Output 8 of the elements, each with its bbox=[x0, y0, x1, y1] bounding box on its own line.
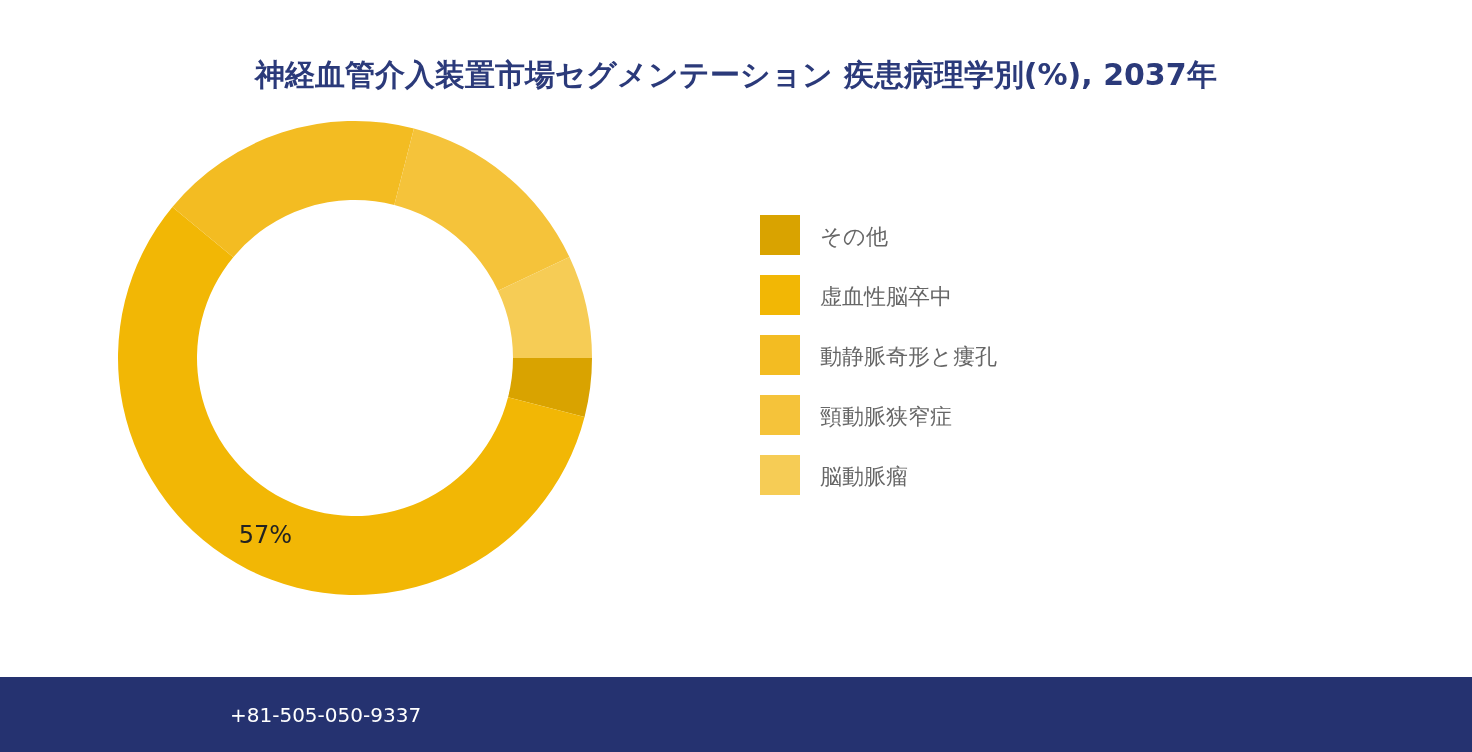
data-label: 57% bbox=[238, 520, 293, 549]
legend-label: 脳動脈瘤 bbox=[820, 464, 908, 489]
text: +81-505-050-9337 bbox=[230, 703, 422, 727]
legend-label: 虚血性脳卒中 bbox=[820, 284, 952, 309]
legend-label: 動静脈奇形と瘻孔 bbox=[820, 344, 997, 369]
chart-title: 神経血管介入装置市場セグメンテーション 疾患病理学別(%), 2037年 bbox=[253, 57, 1217, 92]
legend-label: 頸動脈狭窄症 bbox=[820, 404, 952, 429]
legend-label: その他 bbox=[820, 224, 888, 249]
